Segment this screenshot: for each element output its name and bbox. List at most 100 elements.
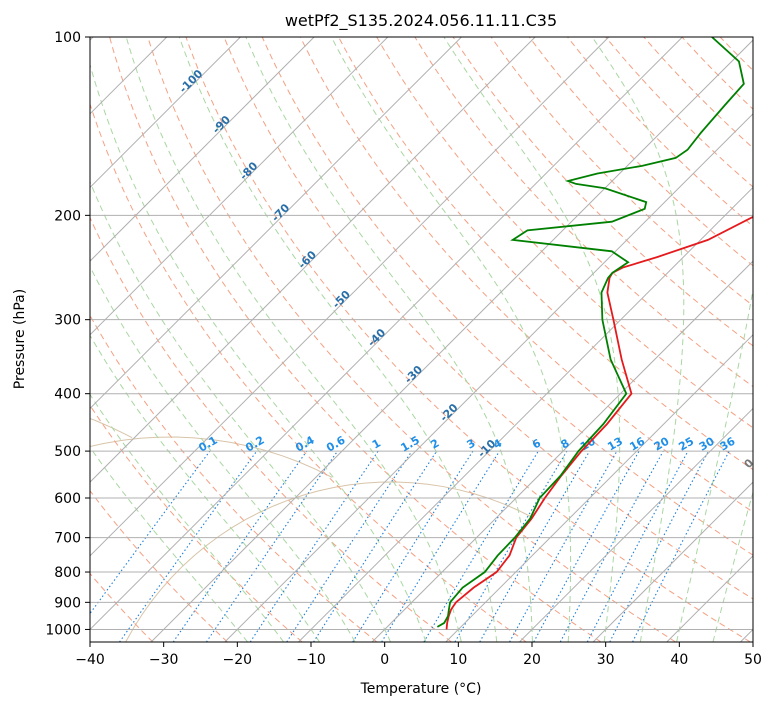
dry-adiabat-line (90, 216, 452, 642)
dry-adiabat-line (261, 37, 753, 556)
dry-adiabat-line (90, 102, 527, 642)
dry-adiabat-label: -100 (177, 67, 206, 96)
mixing-ratio-line (90, 450, 211, 615)
isotherm-line (740, 628, 753, 642)
moist-adiabat-line (591, 37, 685, 642)
dry-adiabat-line (681, 37, 753, 110)
mixing-ratio-line (119, 450, 258, 642)
y-tick-label: 200 (54, 208, 81, 224)
dry-adiabat-label: -90 (210, 113, 233, 136)
dry-adiabat-label: -40 (365, 326, 388, 349)
isotherm-line (90, 37, 389, 336)
x-axis: −40 −30 −20 −10 0 10 20 30 40 50 (75, 642, 762, 668)
isotherm-line (90, 37, 536, 483)
y-tick-label: 600 (54, 491, 81, 507)
mixing-ratio-line (533, 450, 640, 642)
mixing-ratio-line (381, 450, 500, 642)
x-tick-label: −40 (75, 652, 105, 668)
dry-adiabat-line (758, 37, 775, 642)
dry-adiabat-line (90, 314, 378, 642)
dry-adiabat-label: -80 (237, 159, 260, 182)
mixing-ratio-line (509, 450, 618, 642)
dry-adiabat-label: -20 (437, 401, 460, 424)
moist-adiabat-line (90, 180, 391, 642)
moist-adiabat-line (443, 37, 621, 642)
dry-adiabat-line (528, 37, 753, 267)
dewpoint-line (436, 37, 745, 628)
dry-adiabat-label: -30 (402, 363, 425, 386)
dry-adiabat-line (90, 404, 303, 642)
moist-adiabat-line (90, 446, 249, 642)
mixing-ratio-line (313, 450, 438, 642)
dry-adiabat-label: -50 (330, 288, 353, 311)
y-tick-label: 900 (54, 595, 81, 611)
x-tick-label: 30 (597, 652, 615, 668)
dry-adiabat-line (90, 489, 228, 642)
isotherm-line (298, 186, 753, 642)
dry-adiabat-line (605, 37, 753, 188)
isotherm-line (90, 37, 315, 262)
isotherm-line (90, 37, 241, 189)
isotherm-line (90, 37, 462, 410)
dry-adiabat-line (643, 37, 753, 149)
y-tick-label: 500 (54, 444, 81, 460)
isotherm-line (445, 334, 753, 642)
dry-adiabat-line (338, 37, 753, 471)
dry-adiabat-line (452, 37, 753, 347)
reference-curve (125, 481, 533, 642)
y-tick-label: 400 (54, 387, 81, 403)
plot-area: 0.1 0.2 0.4 0.6 1 1.5 2 3 4 6 8 10 13 16 20 25 30 36-100-… (90, 37, 775, 642)
moist-adiabat-line (330, 37, 572, 642)
dry-adiabat-line (719, 37, 753, 72)
dry-adiabats (90, 37, 775, 642)
moist-adiabat-line (90, 62, 427, 642)
mixing-ratio-line (479, 450, 591, 642)
mixing-ratio-line (586, 450, 689, 642)
mixing-ratio-label: 1 (370, 437, 383, 452)
mixing-ratio-label: 6 (530, 436, 543, 451)
y-axis: 100 200 300 400 500 600 700 800 900 1000 (45, 30, 90, 638)
dry-adiabat-line (109, 37, 602, 642)
mixing-ratio-line (609, 450, 709, 642)
isotherm-line (371, 260, 753, 642)
isotherm-line (224, 113, 753, 642)
chart-title: wetPf2_S135.2024.056.11.11.C35 (285, 11, 557, 31)
dry-adiabat-line (414, 37, 753, 388)
moist-adiabat-line (90, 393, 285, 642)
mixing-ratio-lines (90, 450, 730, 642)
mixing-ratio-label: 2 (428, 437, 441, 452)
x-tick-label: 20 (523, 652, 541, 668)
y-tick-label: 700 (54, 531, 81, 547)
y-tick-label: 1000 (45, 622, 81, 638)
tan-reference-curves (90, 417, 533, 642)
x-tick-label: −30 (149, 652, 179, 668)
dry-adiabat-line (185, 37, 751, 642)
plot-frame (89, 36, 754, 643)
dry-adiabat-line (223, 37, 753, 600)
moist-adiabat-line (676, 286, 753, 642)
reference-curve (90, 417, 133, 439)
reference-curve (90, 436, 333, 478)
dry-adiabat-line (490, 37, 753, 307)
y-tick-label: 800 (54, 565, 81, 581)
mixing-ratio-line (423, 450, 539, 642)
x-tick-label: 50 (744, 652, 762, 668)
y-tick-label: 100 (54, 30, 81, 46)
mixing-ratio-line (454, 450, 568, 642)
isotherm-line (519, 407, 753, 642)
profiles (436, 37, 753, 630)
moist-adiabats (90, 37, 753, 642)
isotherm-line (150, 39, 753, 642)
dry-adiabat-line (299, 37, 753, 513)
dry-adiabat-line (376, 37, 753, 429)
mixing-ratio-line (172, 450, 308, 642)
x-axis-title: Temperature (°C) (360, 681, 482, 697)
moist-adiabat-line (712, 490, 753, 642)
isotherm-line (592, 481, 753, 642)
mixing-ratio-line (352, 450, 474, 642)
dry-adiabat-label: -70 (269, 201, 292, 224)
isobars (90, 37, 753, 630)
temperature-line (445, 215, 753, 630)
x-tick-label: 10 (449, 652, 467, 668)
